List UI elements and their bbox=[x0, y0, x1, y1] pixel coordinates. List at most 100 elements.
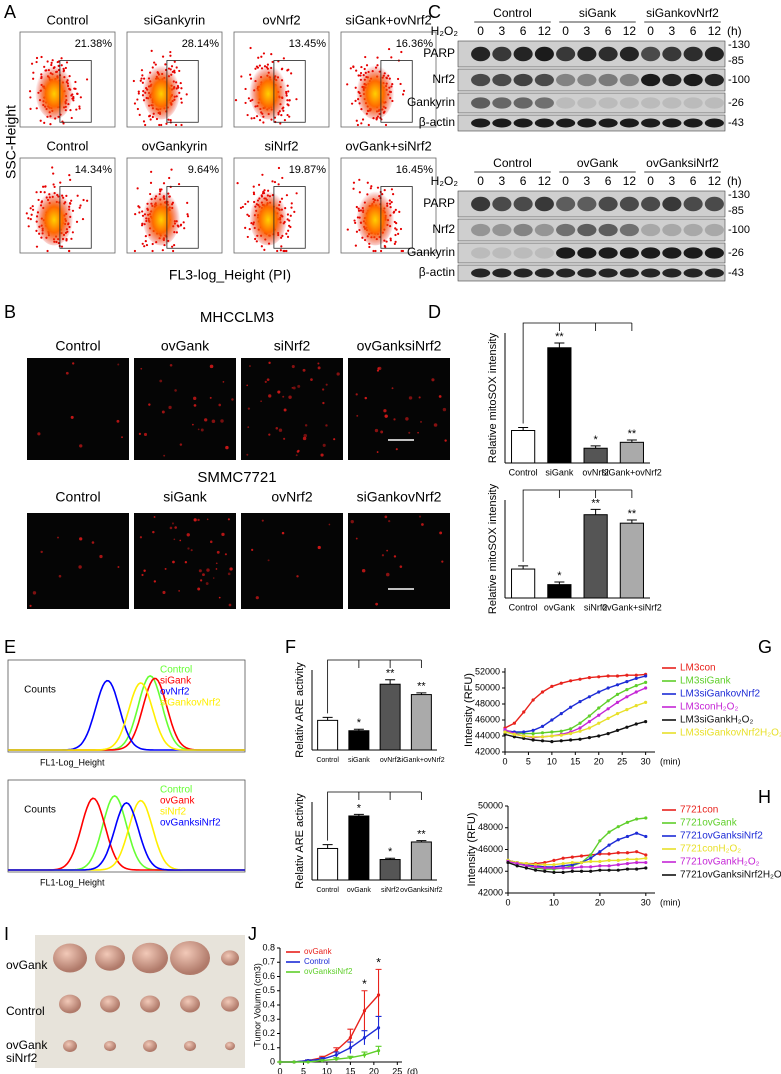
axis-label: FL3-log_Height (PI) bbox=[169, 267, 291, 283]
tumor bbox=[53, 943, 87, 973]
band bbox=[492, 268, 512, 278]
dot bbox=[253, 116, 256, 120]
point bbox=[634, 722, 638, 726]
point bbox=[552, 858, 556, 862]
error-bar bbox=[385, 857, 396, 860]
dot bbox=[281, 176, 284, 180]
mw-marker: -130 bbox=[728, 39, 750, 51]
signal bbox=[433, 423, 438, 427]
dot bbox=[141, 74, 144, 77]
signal bbox=[336, 372, 340, 376]
point bbox=[531, 728, 535, 733]
dot bbox=[262, 52, 266, 55]
row-label: PARP bbox=[423, 46, 455, 60]
signal bbox=[317, 362, 320, 365]
dot bbox=[86, 199, 89, 202]
tumor bbox=[132, 942, 168, 974]
signal bbox=[224, 553, 227, 556]
signal bbox=[374, 428, 379, 433]
signal bbox=[408, 431, 411, 434]
series-line bbox=[504, 681, 646, 735]
mw-marker: -100 bbox=[728, 74, 750, 86]
signal bbox=[291, 387, 294, 389]
tumor bbox=[143, 1040, 157, 1052]
dot bbox=[396, 77, 400, 81]
point bbox=[543, 866, 547, 870]
dot bbox=[352, 181, 356, 184]
tumor bbox=[95, 945, 125, 971]
y-tick-label: 44000 bbox=[475, 730, 500, 740]
signal bbox=[121, 436, 123, 439]
dot bbox=[144, 240, 147, 243]
dot bbox=[32, 71, 35, 74]
error-bar bbox=[554, 581, 565, 585]
dot bbox=[171, 249, 175, 253]
significance: ** bbox=[417, 681, 426, 693]
time: 12 bbox=[708, 174, 722, 188]
dot bbox=[27, 225, 30, 228]
unit: (h) bbox=[727, 174, 742, 188]
dot bbox=[273, 180, 277, 184]
dot bbox=[349, 67, 352, 70]
dot bbox=[271, 60, 274, 64]
point bbox=[561, 870, 565, 874]
signal bbox=[209, 396, 212, 399]
point bbox=[606, 707, 610, 711]
panel-label: A bbox=[4, 2, 16, 22]
density-core bbox=[249, 62, 288, 120]
percent: 19.87% bbox=[289, 164, 327, 176]
category-label: siNrf2 bbox=[584, 602, 608, 612]
unit: (h) bbox=[727, 24, 742, 38]
point bbox=[625, 725, 629, 729]
point bbox=[531, 735, 535, 739]
dot bbox=[295, 192, 298, 195]
legend-label: 7721ovGankH₂O₂ bbox=[680, 857, 760, 868]
y-tick-label: 0.4 bbox=[262, 999, 275, 1009]
point bbox=[540, 735, 545, 739]
dot bbox=[140, 69, 144, 72]
group-label: siGankovNrf2 bbox=[646, 6, 719, 20]
percent: 16.45% bbox=[396, 164, 434, 176]
mw-marker: -130 bbox=[728, 189, 750, 201]
signal bbox=[212, 577, 215, 579]
band bbox=[534, 268, 554, 278]
band bbox=[471, 97, 491, 109]
dot bbox=[76, 194, 79, 197]
signal bbox=[192, 423, 194, 426]
signal bbox=[405, 417, 409, 421]
gate bbox=[59, 60, 92, 123]
signal bbox=[282, 395, 285, 398]
band bbox=[662, 196, 682, 212]
signal bbox=[277, 390, 281, 394]
signal bbox=[205, 582, 209, 585]
signal bbox=[174, 389, 177, 392]
series-line bbox=[507, 817, 646, 870]
dot bbox=[138, 211, 141, 214]
dot bbox=[402, 89, 406, 92]
dot bbox=[162, 182, 166, 185]
dot bbox=[401, 93, 405, 96]
signal bbox=[247, 407, 251, 410]
time: 3 bbox=[584, 24, 591, 38]
point bbox=[587, 695, 591, 699]
condition: ovGank bbox=[161, 338, 210, 354]
density-core bbox=[35, 188, 74, 246]
legend-label: 7721conH₂O₂ bbox=[680, 844, 741, 855]
axis-label: Relative mitoSOX intensity bbox=[487, 332, 499, 463]
signal bbox=[391, 387, 394, 390]
series-line bbox=[504, 675, 646, 733]
point bbox=[503, 728, 507, 732]
point bbox=[615, 700, 620, 705]
dot bbox=[168, 176, 171, 180]
error-bar bbox=[590, 445, 601, 449]
gate bbox=[166, 60, 199, 123]
dot bbox=[139, 79, 142, 82]
point bbox=[597, 713, 601, 717]
signal bbox=[173, 538, 176, 541]
time: 0 bbox=[477, 174, 484, 188]
band bbox=[619, 73, 639, 87]
point bbox=[644, 686, 648, 690]
legend-label: LM3conH₂O₂ bbox=[680, 702, 738, 713]
point bbox=[644, 680, 648, 685]
axis-label: FL1-Log_Height bbox=[40, 757, 105, 767]
